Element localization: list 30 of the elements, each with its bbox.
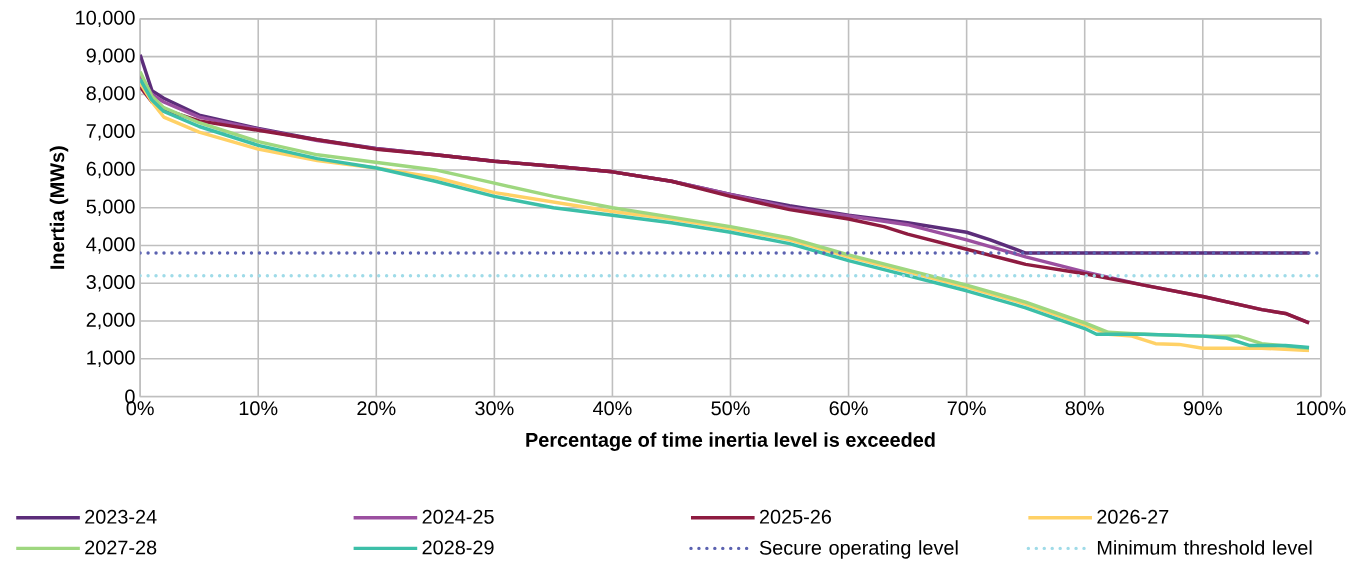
y-tick-label: 3,000 [86, 274, 135, 292]
y-axis-title: Inertia (MWs) [49, 146, 69, 269]
x-tick-label: 30% [475, 401, 514, 416]
legend-label: 2027-28 [85, 540, 157, 555]
y-tick-label: 10,000 [76, 10, 135, 27]
y-tick-label: 2,000 [86, 312, 135, 329]
x-axis-title: Percentage of time inertia level is exceeded [526, 432, 935, 451]
x-tick-label: 50% [711, 401, 750, 416]
x-tick-label: 40% [592, 401, 632, 416]
x-tick-label: 70% [947, 401, 986, 416]
x-tick-label: 20% [357, 401, 396, 416]
y-tick-label: 1,000 [87, 350, 135, 367]
legend-label: 2024-25 [422, 509, 494, 524]
x-tick-label: 10% [239, 401, 278, 416]
y-tick-label: 4,000 [86, 237, 135, 254]
legend-label: 2026-27 [1097, 509, 1169, 524]
legend-label: 2028-29 [422, 540, 494, 555]
legend-label: 2025-26 [759, 509, 832, 524]
y-tick-label: 6,000 [86, 161, 135, 178]
legend-label: Minimum threshold level [1097, 539, 1312, 555]
y-tick-label: 7,000 [86, 123, 135, 141]
legend-label: Secure operating level [759, 539, 958, 559]
y-tick-label: 5,000 [86, 199, 135, 216]
legend-label: 2023-24 [85, 509, 157, 524]
x-tick-label: 90% [1183, 401, 1222, 416]
x-tick-label: 80% [1065, 401, 1104, 416]
x-tick-label: 60% [829, 401, 868, 416]
y-tick-label: 8,000 [86, 85, 135, 103]
x-tick-label: 100% [1296, 401, 1346, 416]
y-tick-label: 9,000 [86, 48, 135, 65]
